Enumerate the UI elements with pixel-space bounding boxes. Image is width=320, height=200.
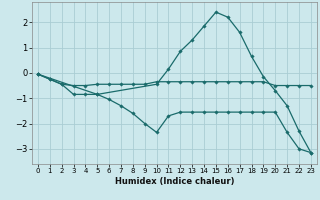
X-axis label: Humidex (Indice chaleur): Humidex (Indice chaleur) — [115, 177, 234, 186]
